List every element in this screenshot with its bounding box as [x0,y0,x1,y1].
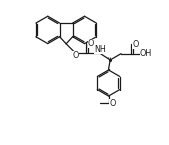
Text: OH: OH [140,49,152,58]
Text: O: O [109,99,115,108]
Text: O: O [132,40,139,49]
Text: O: O [88,39,94,48]
Text: ••: •• [106,56,112,61]
Text: O: O [72,51,79,60]
Text: NH: NH [94,45,106,55]
